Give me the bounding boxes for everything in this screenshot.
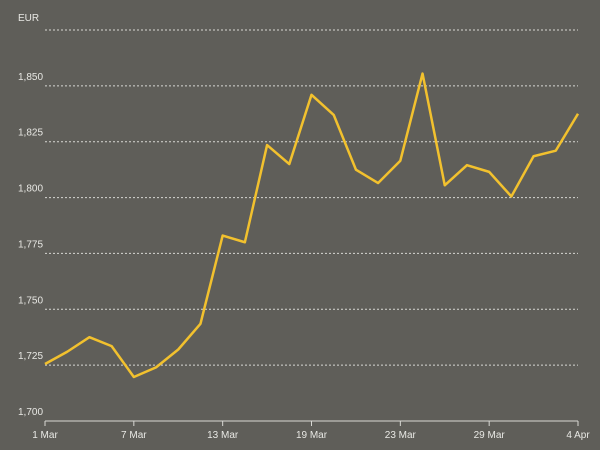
y-tick-label: 1,775 [18, 239, 43, 250]
x-tick-label: 29 Mar [474, 430, 506, 441]
y-tick-label: 1,850 [18, 72, 43, 83]
y-tick-label: 1,800 [18, 184, 43, 195]
y-tick-label: 1,750 [18, 295, 43, 306]
x-tick-label: 19 Mar [296, 430, 328, 441]
y-tick-label: 1,700 [18, 407, 43, 418]
x-tick-label: 23 Mar [385, 430, 417, 441]
y-axis-label: EUR [18, 13, 39, 24]
x-tick-label: 4 Apr [566, 430, 590, 441]
x-tick-label: 13 Mar [207, 430, 239, 441]
x-tick-label: 7 Mar [121, 430, 147, 441]
x-tick-label: 1 Mar [32, 430, 58, 441]
data-line [44, 72, 580, 379]
y-tick-label: 1,825 [18, 128, 43, 139]
y-tick-label: 1,725 [18, 351, 43, 362]
